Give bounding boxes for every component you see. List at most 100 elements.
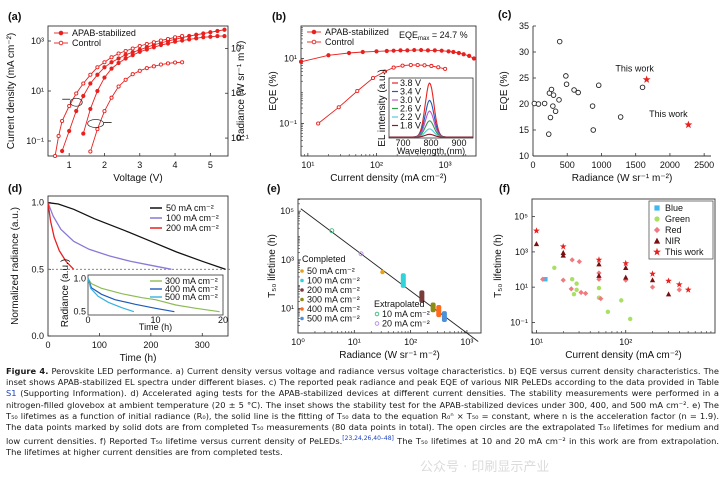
data-point xyxy=(173,35,178,40)
watermark: 公众号 · 印刷显示产业 xyxy=(420,460,550,475)
supporting-table-link[interactable]: S1 xyxy=(6,388,17,399)
inset-y-tick-label: 1.0 xyxy=(73,273,86,283)
panel-label: (f) xyxy=(499,183,510,195)
x-tick-label: 10² xyxy=(370,160,383,170)
data-point xyxy=(116,56,121,61)
x-axis-title: Current density (mA cm⁻²) xyxy=(330,173,446,184)
y-tick-label: 20 xyxy=(519,99,529,109)
data-point xyxy=(222,33,227,39)
chart-a: (a) 1 2 3 4 5 10⁻¹ 10¹ 10³ 10⁻¹ 10¹ 10³ Voltage (V) C… xyxy=(6,11,249,184)
y-tick-label: 10¹ xyxy=(284,54,297,64)
this-work-label: This work xyxy=(649,109,688,119)
data-point xyxy=(576,258,582,265)
y-tick-label: 0.0 xyxy=(31,331,44,341)
inset-legend-label: 2.2 V xyxy=(400,112,421,122)
y-tick-label: 1.0 xyxy=(31,198,44,208)
series-completed-500 xyxy=(441,311,447,323)
legend-marker xyxy=(300,307,304,311)
series-line-200 xyxy=(47,202,75,270)
data-point xyxy=(208,34,213,39)
legend-label: 10 mA cm⁻² xyxy=(382,309,430,319)
x-tick-label: 10⁰ xyxy=(291,337,305,347)
panel-a: (a) 1 2 3 4 5 10⁻¹ 10¹ 10³ 10⁻¹ 10¹ 10³ Voltage (V) C… xyxy=(0,0,249,184)
y-tick-label: 10³ xyxy=(31,36,44,46)
data-point xyxy=(144,41,149,47)
inset-legend-label: 3.8 V xyxy=(400,78,421,88)
legend-title-extrapolated: Extrapolated xyxy=(374,299,425,309)
data-point xyxy=(432,48,437,53)
y-tick-label: 30 xyxy=(519,47,529,57)
data-point xyxy=(355,88,360,94)
series-control-r-v xyxy=(88,60,185,154)
data-point xyxy=(382,69,387,74)
data-point xyxy=(533,227,540,234)
series-control xyxy=(316,62,448,126)
legend-label: APAB-stabilized xyxy=(72,28,136,38)
data-point xyxy=(137,49,142,54)
y-tick-label: 10¹ xyxy=(515,282,528,292)
left-axis-indicator xyxy=(69,97,83,107)
data-point xyxy=(67,128,72,134)
data-point xyxy=(384,48,389,54)
series-line-50 xyxy=(47,202,226,270)
data-point xyxy=(360,49,365,55)
data-point xyxy=(56,133,61,139)
data-point xyxy=(130,72,135,77)
data-point xyxy=(408,62,413,68)
data-point xyxy=(552,265,557,270)
inset-x-title: Wavelength (nm) xyxy=(397,146,465,156)
data-point xyxy=(201,35,206,40)
series-extrapolated-10 xyxy=(329,228,335,234)
data-point xyxy=(391,48,396,53)
data-point xyxy=(439,48,444,53)
x-tick-label: 4 xyxy=(173,160,178,170)
x-axis-title: Radiance (W sr⁻¹ m⁻²) xyxy=(572,173,673,184)
data-point xyxy=(102,75,107,80)
legend-marker xyxy=(300,278,304,283)
data-point xyxy=(180,38,185,43)
legend-label: NIR xyxy=(665,236,681,246)
series-this-work: This work This work xyxy=(615,64,693,129)
data-point xyxy=(596,285,602,291)
series-blue xyxy=(543,277,548,282)
data-point xyxy=(180,33,185,39)
data-point xyxy=(116,84,121,89)
x-tick-label: 2 xyxy=(102,160,107,170)
data-point xyxy=(563,81,570,87)
extrapolated-point xyxy=(329,228,335,234)
inset-series-300 xyxy=(87,277,220,313)
data-point xyxy=(605,309,611,315)
chart-e: (e) 10⁰ 10¹ 10² 10³ 10¹ 10³ 10⁵ Radiance (W sr⁻¹… xyxy=(267,183,482,361)
data-point xyxy=(461,52,466,57)
series-line xyxy=(82,35,225,134)
series-completed-100 xyxy=(400,273,406,288)
inset-y-title: EL intensity (a.u.) xyxy=(377,69,388,146)
x-axis-title: Radiance (W sr⁻¹ m⁻²) xyxy=(339,350,440,361)
series-line-100 xyxy=(47,202,172,270)
legend-label: 200 mA cm⁻² xyxy=(166,223,219,233)
inset-legend-label: 3.0 V xyxy=(400,95,421,105)
data-point xyxy=(533,241,540,247)
data-point xyxy=(165,36,171,42)
data-point xyxy=(429,63,434,69)
panel-b: (b) 10¹ 10² 10³ 10⁻¹ 10¹ Current density (mA c… xyxy=(245,0,485,184)
data-point xyxy=(571,87,577,93)
data-point xyxy=(158,62,163,67)
legend-marker xyxy=(374,311,380,317)
data-point xyxy=(380,269,385,275)
data-point xyxy=(649,284,656,290)
data-point xyxy=(556,38,563,45)
reference-links[interactable]: [23,24,26,40–48] xyxy=(342,435,394,443)
data-point xyxy=(74,108,79,114)
series-red xyxy=(540,257,682,302)
data-point xyxy=(540,276,546,282)
legend-marker xyxy=(300,316,304,321)
x-tick-label: 10² xyxy=(404,337,417,347)
y-tick-label: 10⁻¹ xyxy=(279,119,297,129)
data-point xyxy=(596,272,602,278)
data-point xyxy=(550,103,556,109)
data-point xyxy=(81,93,86,99)
panel-d: (d) 0 100 200 300 0.0 0.5 1.0 Time (h) Normalized… xyxy=(0,172,245,364)
y-tick-label: 10⁵ xyxy=(514,212,528,222)
data-point xyxy=(582,290,589,296)
